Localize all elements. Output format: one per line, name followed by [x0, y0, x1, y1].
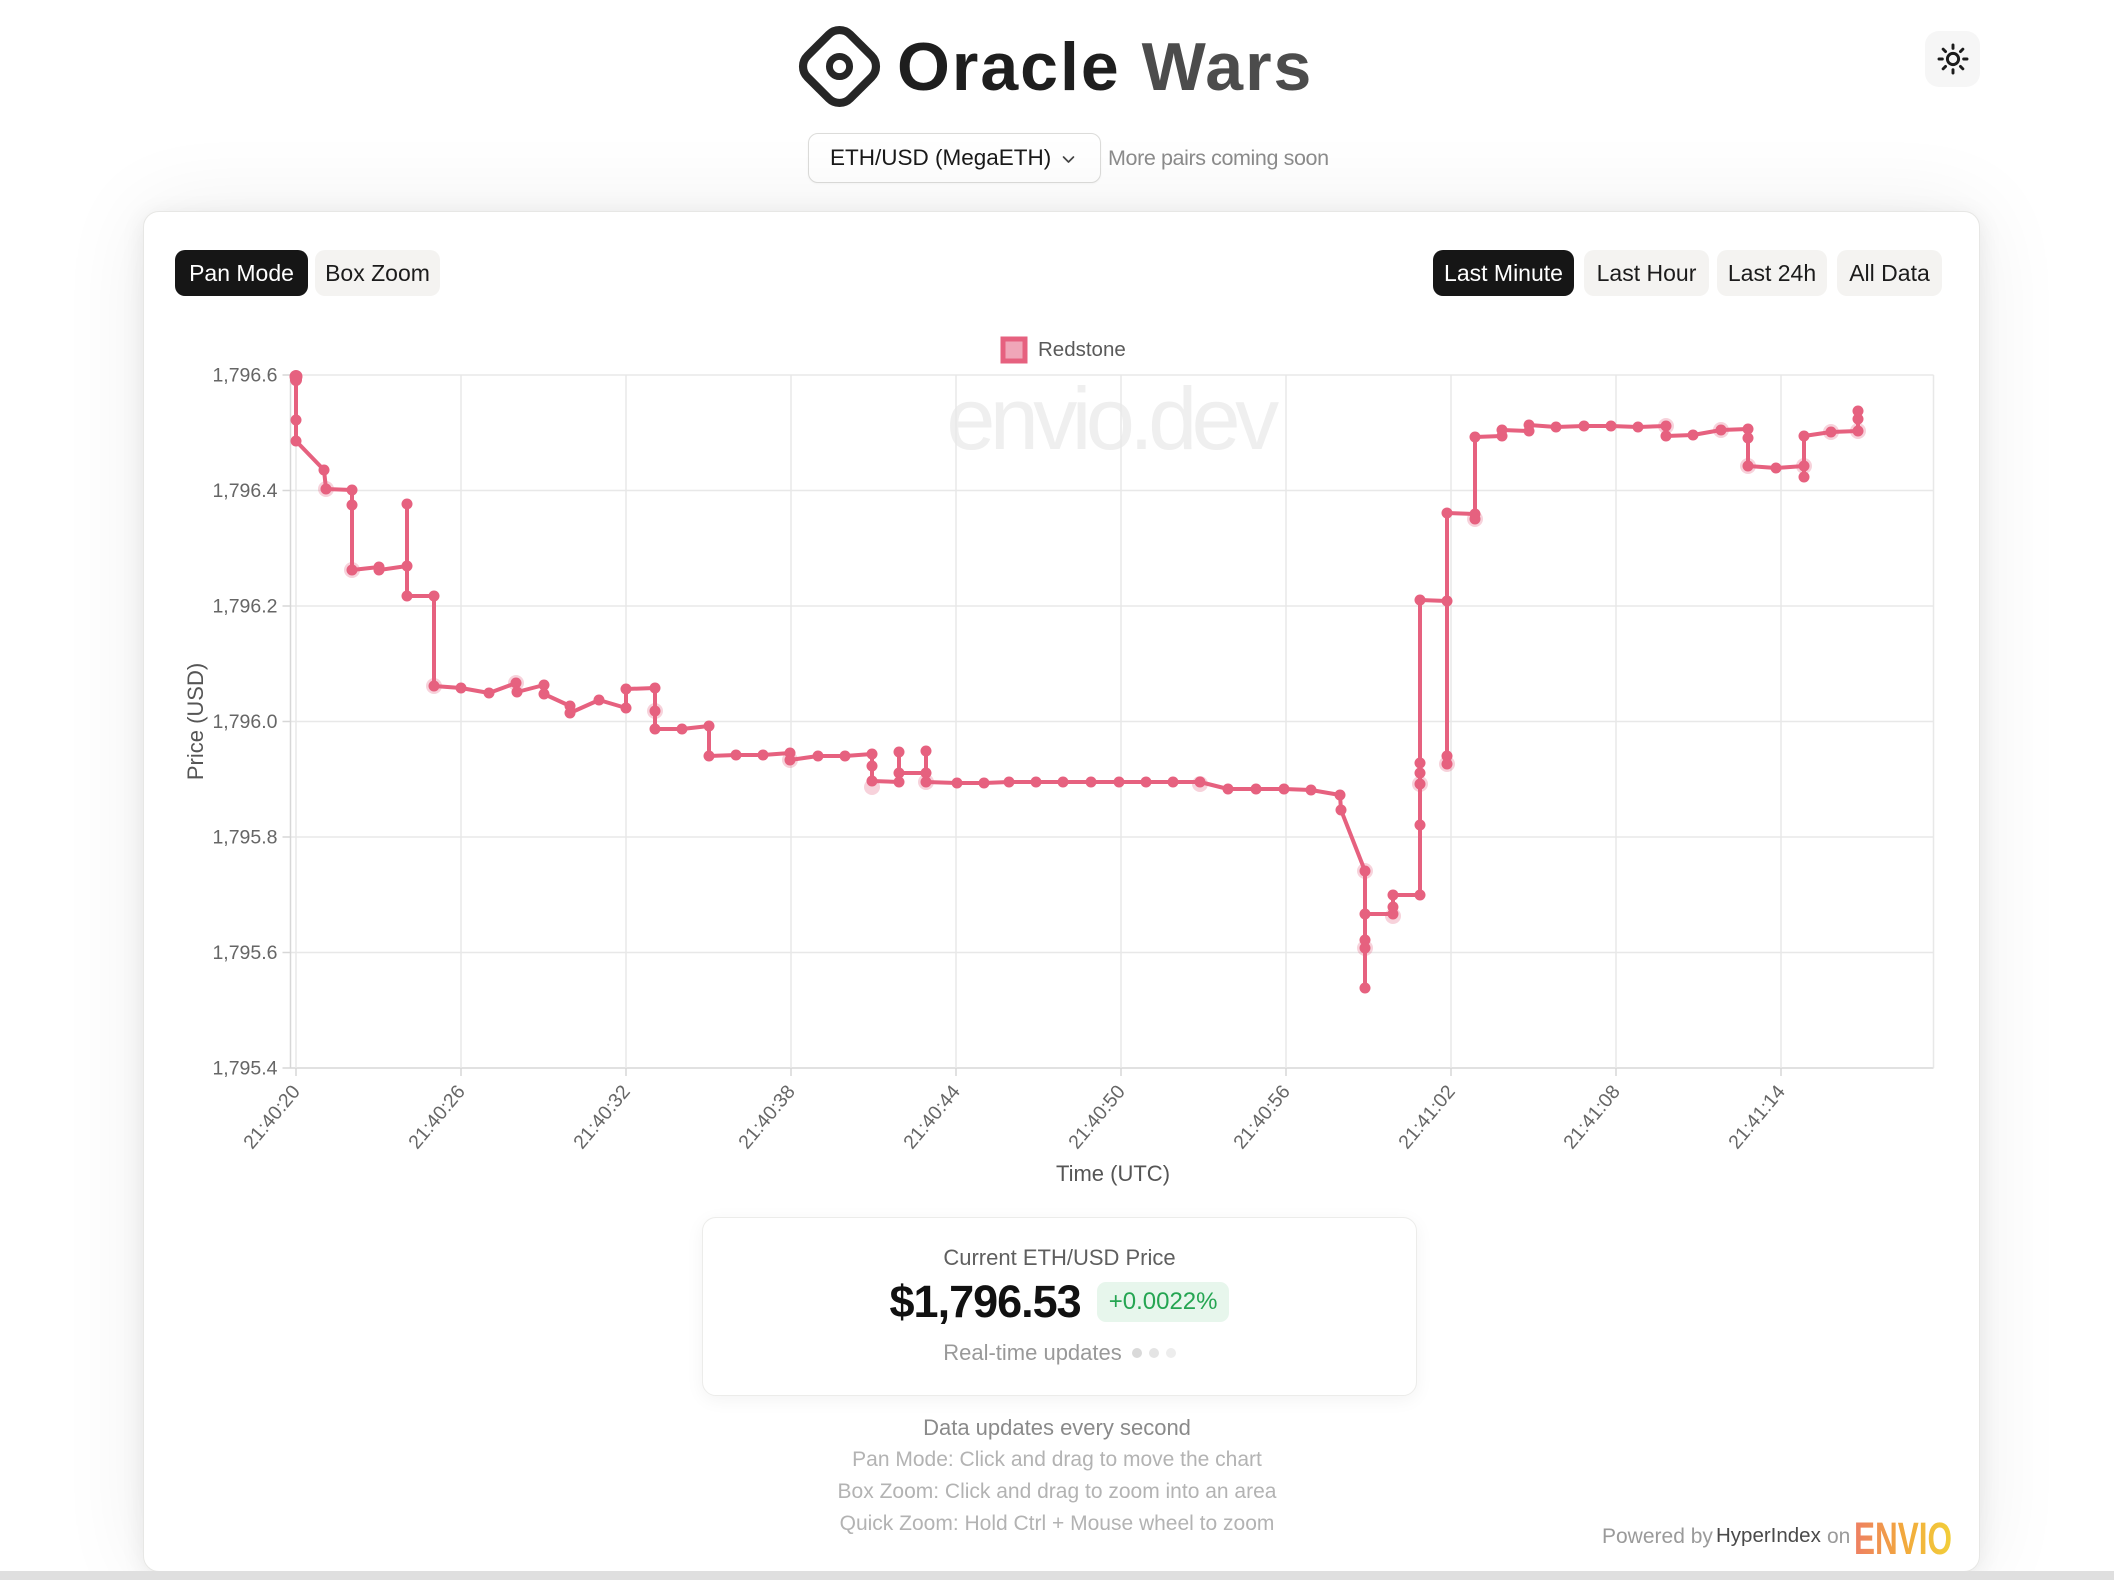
svg-text:1,796.6: 1,796.6 [212, 365, 277, 387]
svg-text:1,796.2: 1,796.2 [212, 596, 277, 618]
svg-text:21:40:26: 21:40:26 [404, 1081, 470, 1153]
svg-text:21:40:32: 21:40:32 [569, 1081, 635, 1153]
svg-text:21:41:14: 21:41:14 [1724, 1081, 1790, 1153]
svg-text:Price (USD): Price (USD) [183, 663, 208, 780]
svg-text:21:40:50: 21:40:50 [1064, 1081, 1130, 1153]
svg-text:ENVIO: ENVIO [1854, 1521, 1952, 1558]
svg-text:1,796.4: 1,796.4 [212, 480, 277, 502]
svg-text:21:40:20: 21:40:20 [239, 1081, 305, 1153]
svg-text:envio.dev: envio.dev [946, 369, 1279, 468]
svg-text:21:40:38: 21:40:38 [734, 1081, 800, 1153]
svg-text:21:40:56: 21:40:56 [1229, 1081, 1295, 1153]
svg-text:21:41:08: 21:41:08 [1559, 1081, 1625, 1153]
svg-text:1,796.0: 1,796.0 [212, 711, 277, 733]
svg-text:Redstone: Redstone [1038, 338, 1126, 361]
svg-text:Time (UTC): Time (UTC) [1056, 1161, 1170, 1186]
svg-text:1,795.8: 1,795.8 [212, 827, 277, 849]
svg-text:1,795.4: 1,795.4 [212, 1058, 277, 1080]
svg-text:1,795.6: 1,795.6 [212, 942, 277, 964]
svg-text:21:40:44: 21:40:44 [899, 1081, 965, 1153]
svg-text:21:41:02: 21:41:02 [1394, 1081, 1460, 1153]
